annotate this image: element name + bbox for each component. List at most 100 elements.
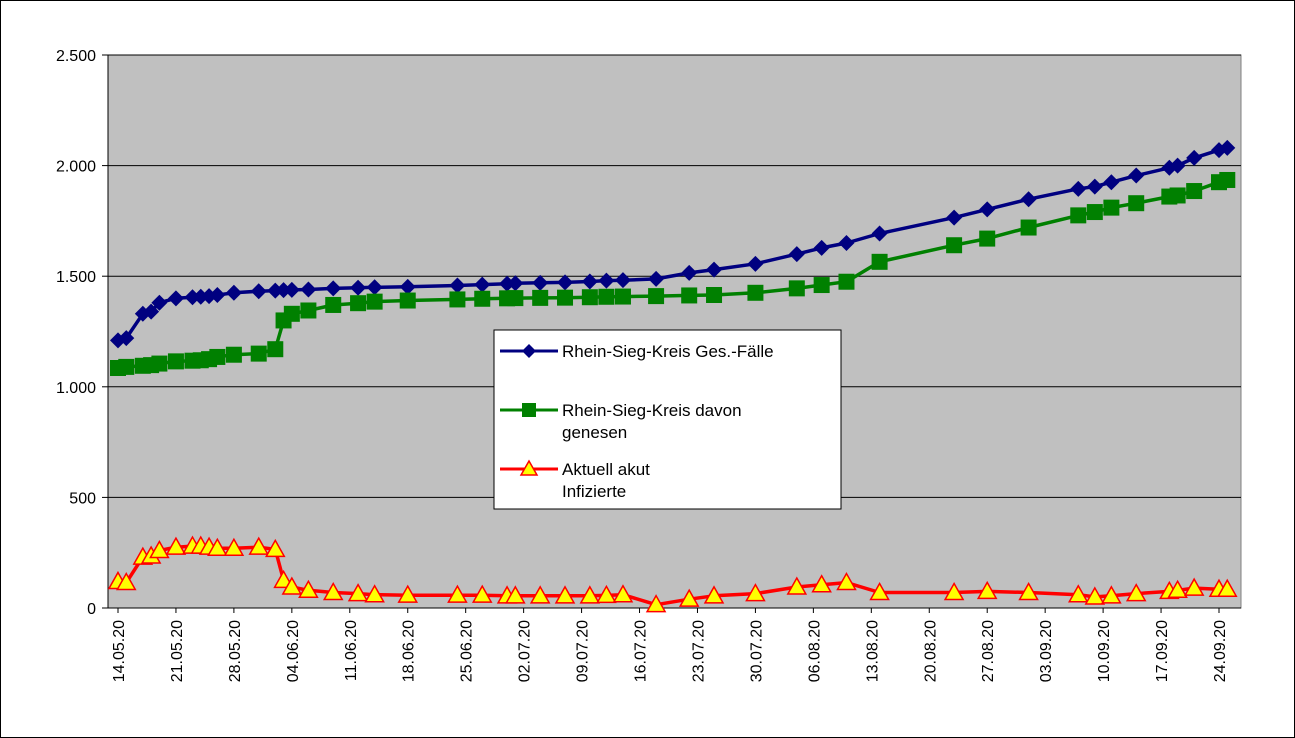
point-2-4: [149, 539, 170, 559]
point-1-33: [788, 280, 805, 297]
y-tick-label-2: 1.000: [56, 380, 96, 397]
point-1-28: [614, 288, 631, 305]
point-1-23: [507, 290, 524, 307]
point-1-26: [581, 289, 598, 306]
point-1-48: [1219, 171, 1236, 188]
axes: [107, 55, 1241, 609]
point-1-38: [979, 230, 996, 247]
point-2-14: [281, 576, 303, 595]
x-tick-label-19: 24.09.20: [1212, 620, 1229, 682]
y-tick-label-3: 1.500: [56, 269, 96, 286]
point-0-11: [250, 283, 267, 300]
point-0-30: [681, 264, 698, 281]
y-tick-label-5: 2.500: [56, 48, 96, 65]
x-tick-label-9: 16.07.20: [633, 620, 650, 682]
point-2-25: [554, 585, 576, 604]
point-1-11: [250, 345, 267, 362]
point-0-19: [399, 278, 416, 295]
legend-marker-0: [522, 344, 536, 358]
point-0-10: [225, 284, 242, 301]
point-1-42: [1103, 199, 1120, 216]
point-2-35: [836, 572, 857, 591]
x-tick-label-7: 02.07.20: [517, 620, 534, 682]
point-0-4: [151, 294, 168, 311]
point-0-9: [209, 287, 226, 304]
point-2-48: [1216, 578, 1238, 597]
series-1: [110, 171, 1236, 376]
point-2-39: [1018, 581, 1039, 601]
y-axis-ticks: 0 500 1.000 1.500 2.000 2.500: [56, 48, 108, 618]
point-2-20: [447, 584, 468, 603]
point-1-17: [350, 295, 367, 312]
point-1-20: [449, 291, 466, 308]
point-1-9: [209, 348, 226, 365]
point-1-16: [325, 296, 342, 313]
point-2-10: [223, 537, 245, 557]
point-1-15: [300, 302, 317, 319]
x-tick-label-3: 04.06.20: [285, 620, 302, 682]
point-0-14: [283, 281, 300, 298]
point-0-25: [557, 274, 574, 291]
point-2-23: [505, 585, 526, 604]
x-tick-label-15: 27.08.20: [980, 620, 997, 682]
point-0-40: [1070, 180, 1087, 197]
legend-box: [493, 329, 842, 510]
legend-marker-2: [519, 459, 539, 476]
point-1-4: [151, 355, 168, 372]
point-0-37: [946, 209, 963, 226]
point-2-34: [811, 574, 832, 593]
series-layer: [107, 139, 1238, 613]
x-tick-label-6: 25.06.20: [459, 620, 476, 682]
x-tick-label-4: 11.06.20: [343, 620, 360, 681]
point-0-33: [788, 246, 805, 263]
point-2-26: [579, 585, 601, 604]
legend-marker-1: [522, 403, 536, 417]
point-2-28: [612, 584, 634, 603]
point-0-45: [1169, 157, 1186, 174]
point-0-24: [532, 274, 549, 291]
legend-label-2: Aktuell akut Infizierte: [562, 460, 655, 501]
point-2-32: [745, 583, 766, 602]
point-2-43: [1125, 583, 1147, 602]
x-tick-label-2: 28.05.20: [227, 620, 244, 682]
point-1-41: [1086, 204, 1103, 221]
point-0-15: [300, 281, 317, 298]
series-2: [107, 535, 1238, 613]
point-0-42: [1103, 174, 1120, 191]
point-1-31: [706, 287, 723, 304]
point-1-43: [1128, 195, 1145, 212]
point-0-13: [275, 282, 292, 299]
point-2-11: [248, 536, 270, 555]
point-1-5: [167, 353, 184, 370]
point-0-5: [167, 290, 184, 307]
legend-label-2-text: Aktuell akut: [562, 460, 650, 479]
legend-label-1-line2: genesen: [562, 423, 627, 442]
point-2-40: [1067, 584, 1089, 603]
x-tick-label-12: 06.08.20: [806, 620, 823, 682]
point-2-5: [165, 536, 187, 555]
point-1-39: [1020, 219, 1037, 236]
point-2-46: [1183, 577, 1205, 596]
point-2-17: [347, 583, 369, 602]
x-tick-label-17: 10.09.20: [1096, 620, 1113, 682]
point-1-37: [946, 237, 963, 254]
point-2-21: [471, 584, 493, 603]
point-2-16: [322, 581, 344, 601]
point-1-32: [747, 284, 764, 301]
point-0-28: [614, 272, 631, 289]
point-0-43: [1128, 167, 1145, 184]
point-1-12: [267, 341, 284, 358]
point-0-38: [979, 201, 996, 218]
x-tick-label-1: 21.05.20: [169, 620, 186, 682]
point-0-35: [838, 235, 855, 252]
legend-entry-2: Aktuell akut Infizierte: [500, 459, 655, 501]
y-tick-label-4: 2.000: [56, 159, 96, 176]
x-tick-label-13: 13.08.20: [864, 620, 881, 682]
point-1-45: [1169, 187, 1186, 204]
point-1-29: [648, 288, 665, 305]
x-tick-label-16: 03.09.20: [1038, 620, 1055, 682]
point-1-21: [474, 290, 491, 307]
point-2-18: [364, 584, 385, 603]
x-tick-label-14: 20.08.20: [922, 620, 939, 682]
